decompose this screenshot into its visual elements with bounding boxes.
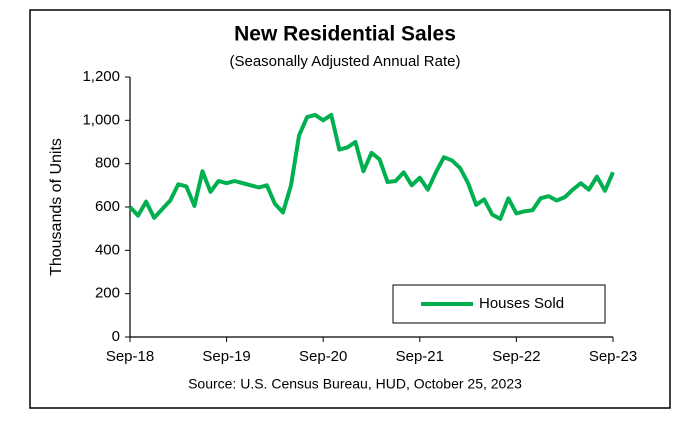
- chart-frame: [29, 9, 671, 409]
- series-line: [128, 112, 615, 221]
- legend-label: Houses Sold: [479, 295, 564, 312]
- x-tick-label: Sep-21: [396, 348, 444, 365]
- x-tick-label: Sep-22: [492, 348, 540, 365]
- x-tick-label: Sep-23: [589, 348, 637, 365]
- y-tick-label: 0: [112, 328, 120, 345]
- y-tick-label: 600: [95, 198, 120, 215]
- x-tick-label: Sep-18: [106, 348, 154, 365]
- y-tick-label: 1,200: [82, 68, 120, 85]
- y-tick-label: 400: [95, 241, 120, 258]
- x-tick-label: Sep-19: [202, 348, 250, 365]
- y-tick-label: 1,000: [82, 111, 120, 128]
- y-tick-label: 200: [95, 285, 120, 302]
- y-tick-label: 800: [95, 155, 120, 172]
- x-tick-label: Sep-20: [299, 348, 347, 365]
- chart-subtitle: (Seasonally Adjusted Annual Rate): [230, 53, 461, 70]
- y-axis-label: Thousands of Units: [48, 138, 65, 276]
- chart-title: New Residential Sales: [234, 23, 456, 46]
- source-note: Source: U.S. Census Bureau, HUD, October…: [188, 376, 522, 392]
